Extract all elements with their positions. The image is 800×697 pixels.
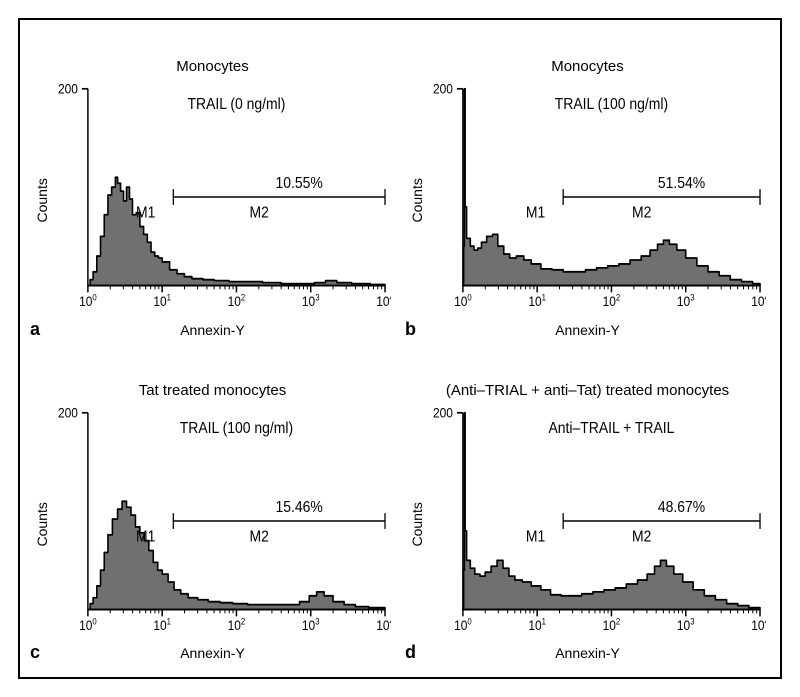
panel-b-chart-wrap: Counts 200 100 101 102 103 104 51.54% M2 M1 TRAIL…	[409, 82, 766, 320]
panel-a-xlabel: Annexin-Y	[34, 322, 391, 338]
panel-d-ylabel: Counts	[409, 406, 425, 644]
panel-c-letter: c	[30, 642, 40, 663]
svg-text:TRAIL (100 ng/ml): TRAIL (100 ng/ml)	[555, 95, 668, 113]
svg-text:TRAIL (0 ng/ml): TRAIL (0 ng/ml)	[188, 95, 286, 113]
panel-c-chart: 200 100 101 102 103 104 15.46% M2 M1 TRAIL (100 n…	[52, 406, 391, 644]
panel-c-title: Tat treated monocytes	[34, 364, 391, 400]
page-root: Monocytes Counts 200 100 101 102 103 104 10.55…	[0, 0, 800, 697]
svg-text:TRAIL (100 ng/ml): TRAIL (100 ng/ml)	[180, 419, 293, 437]
panel-d: (Anti–TRIAL + anti–Tat) treated monocyte…	[409, 364, 766, 662]
panel-a: Monocytes Counts 200 100 101 102 103 104 10.55…	[34, 40, 391, 338]
svg-text:15.46%: 15.46%	[275, 498, 322, 516]
panel-a-chart: 200 100 101 102 103 104 10.55% M2 M1 TRAIL (0 ng/…	[52, 82, 391, 320]
panel-b: Monocytes Counts 200 100 101 102 103 104 51.54…	[409, 40, 766, 338]
panel-b-title: Monocytes	[409, 40, 766, 76]
svg-text:102: 102	[603, 292, 621, 309]
panel-b-chart: 200 100 101 102 103 104 51.54% M2 M1 TRAIL (100 n…	[427, 82, 766, 320]
svg-text:51.54%: 51.54%	[658, 174, 705, 192]
svg-text:200: 200	[433, 406, 453, 420]
svg-text:102: 102	[228, 616, 246, 633]
svg-text:100: 100	[79, 292, 97, 309]
panel-a-ylabel: Counts	[34, 82, 50, 320]
svg-text:101: 101	[153, 616, 171, 633]
svg-text:100: 100	[79, 616, 97, 633]
figure-frame: Monocytes Counts 200 100 101 102 103 104 10.55…	[18, 18, 782, 679]
svg-text:M2: M2	[250, 204, 269, 222]
panel-d-chart: 200 100 101 102 103 104 48.67% M2 M1 Anti–TRAIL +…	[427, 406, 766, 644]
svg-text:M1: M1	[136, 527, 155, 545]
svg-text:M2: M2	[250, 527, 269, 545]
svg-text:104: 104	[376, 616, 391, 633]
panel-b-xlabel: Annexin-Y	[409, 322, 766, 338]
panel-a-letter: a	[30, 319, 40, 340]
panel-b-letter: b	[405, 319, 416, 340]
panel-c-xlabel: Annexin-Y	[34, 645, 391, 661]
svg-text:103: 103	[302, 616, 320, 633]
svg-text:101: 101	[153, 292, 171, 309]
panel-d-title: (Anti–TRIAL + anti–Tat) treated monocyte…	[409, 364, 766, 400]
svg-text:101: 101	[528, 616, 546, 633]
svg-text:104: 104	[751, 616, 766, 633]
svg-text:100: 100	[454, 616, 472, 633]
panel-b-ylabel: Counts	[409, 82, 425, 320]
svg-text:103: 103	[677, 616, 695, 633]
panel-d-chart-wrap: Counts 200 100 101 102 103 104 48.67% M2 M1 Anti–…	[409, 406, 766, 644]
svg-text:102: 102	[603, 616, 621, 633]
svg-text:101: 101	[528, 292, 546, 309]
svg-text:48.67%: 48.67%	[658, 498, 705, 516]
svg-text:Anti–TRAIL + TRAIL: Anti–TRAIL + TRAIL	[548, 419, 674, 437]
panel-c-chart-wrap: Counts 200 100 101 102 103 104 15.46% M2 M1 TRAIL…	[34, 406, 391, 644]
svg-text:104: 104	[376, 292, 391, 309]
svg-text:M1: M1	[526, 204, 545, 222]
svg-text:M2: M2	[632, 204, 651, 222]
svg-text:104: 104	[751, 292, 766, 309]
panel-a-chart-wrap: Counts 200 100 101 102 103 104 10.55% M2 M1 TRAIL…	[34, 82, 391, 320]
panel-a-title: Monocytes	[34, 40, 391, 76]
svg-text:102: 102	[228, 292, 246, 309]
svg-text:M2: M2	[632, 527, 651, 545]
panel-d-xlabel: Annexin-Y	[409, 645, 766, 661]
svg-text:200: 200	[58, 406, 78, 420]
svg-text:M1: M1	[136, 204, 155, 222]
svg-text:200: 200	[58, 82, 78, 96]
panel-c-ylabel: Counts	[34, 406, 50, 644]
svg-text:103: 103	[302, 292, 320, 309]
panel-c: Tat treated monocytes Counts 200 100 101 10…	[34, 364, 391, 662]
svg-text:M1: M1	[526, 527, 545, 545]
svg-text:100: 100	[454, 292, 472, 309]
panel-d-letter: d	[405, 642, 416, 663]
svg-text:10.55%: 10.55%	[275, 174, 322, 192]
svg-text:103: 103	[677, 292, 695, 309]
svg-text:200: 200	[433, 82, 453, 96]
